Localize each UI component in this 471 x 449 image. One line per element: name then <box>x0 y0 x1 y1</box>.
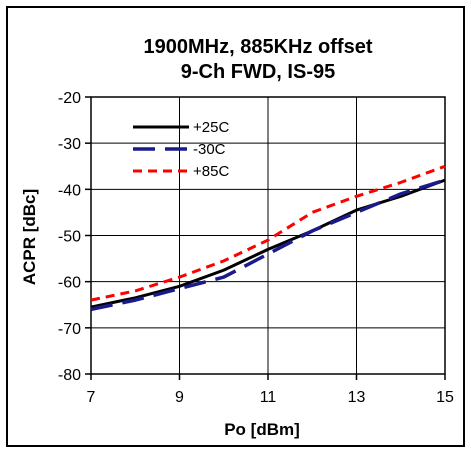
legend-label: -30C <box>193 141 226 158</box>
y-tick-label: -50 <box>58 229 81 246</box>
grid-lines <box>90 96 446 375</box>
x-axis-title: Po [dBm] <box>224 420 300 439</box>
chart-frame: 1900MHz, 885KHz offset 9-Ch FWD, IS-95 -… <box>6 6 465 447</box>
x-tick-label: 13 <box>348 389 366 406</box>
y-tick-label: -40 <box>58 182 81 199</box>
series-lines <box>90 164 446 312</box>
acpr-chart: 1900MHz, 885KHz offset 9-Ch FWD, IS-95 -… <box>20 36 454 439</box>
series-line-85c <box>90 164 446 302</box>
chart-title-line-2: 9-Ch FWD, IS-95 <box>181 61 335 83</box>
tick-labels: -20 -30 -40 -50 -60 -70 -80 7 9 11 13 15 <box>58 90 454 406</box>
legend-label: +25C <box>193 119 229 136</box>
y-tick-label: -20 <box>58 90 81 107</box>
x-tick-label: 7 <box>87 389 96 406</box>
y-tick-label: -70 <box>58 321 81 338</box>
x-tick-label: 11 <box>260 389 277 406</box>
legend-label: +85C <box>193 163 229 180</box>
y-tick-label: -80 <box>58 367 81 384</box>
y-tick-label: -30 <box>58 136 81 153</box>
chart-title-line-1: 1900MHz, 885KHz offset <box>144 36 373 58</box>
series-line-25c <box>90 178 446 309</box>
y-axis-title: ACPR [dBc] <box>20 189 39 285</box>
y-tick-label: -60 <box>58 275 81 292</box>
legend: +25C -30C +85C <box>133 119 229 180</box>
x-tick-label: 9 <box>175 389 184 406</box>
x-tick-label: 15 <box>436 389 454 406</box>
